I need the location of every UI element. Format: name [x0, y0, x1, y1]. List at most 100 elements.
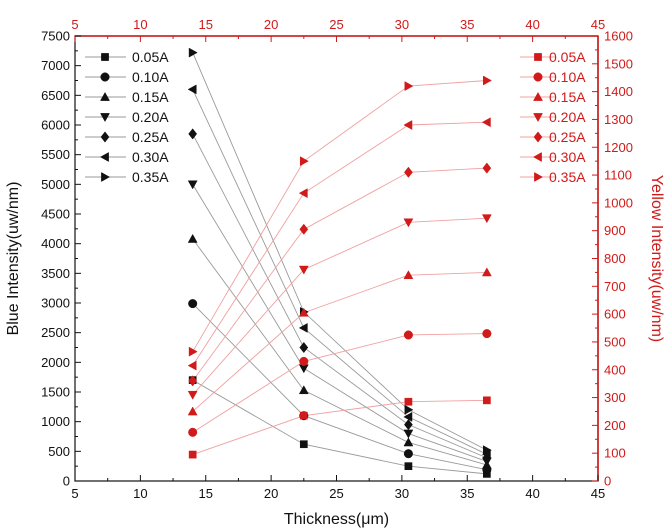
legend-yellow-label: 0.30A	[549, 149, 586, 165]
x-tick-label: 25	[329, 486, 343, 501]
legend-yellow-marker	[532, 152, 542, 162]
legend-yellow-marker	[534, 172, 544, 182]
y-right-tick-label: 500	[604, 334, 626, 349]
yellow-data-point	[403, 218, 414, 228]
blue-data-point	[299, 341, 309, 354]
legend-yellow-label: 0.15A	[549, 89, 586, 105]
legend-yellow: 0.05A 0.10A 0.15A 0.20A 0.25A 0.30A 0.35A	[520, 49, 586, 185]
yellow-data-point	[298, 307, 309, 317]
y-right-tick-label: 200	[604, 418, 626, 433]
x-tick-label: 30	[395, 486, 409, 501]
y-right-tick-label: 400	[604, 362, 626, 377]
legend-yellow-label: 0.35A	[549, 169, 586, 185]
y-right-tick-label: 100	[604, 446, 626, 461]
yellow-data-point	[482, 329, 492, 339]
y-tick-label: 1500	[41, 385, 70, 400]
yellow-data-point	[188, 375, 198, 387]
series-lines	[192, 52, 488, 475]
top-x-tick-label: 30	[395, 17, 409, 32]
blue-data-point	[187, 233, 198, 243]
y-right-tick-label: 1000	[604, 195, 633, 210]
blue-data-point	[404, 404, 414, 415]
legend-blue-marker	[101, 172, 111, 182]
y-right-tick-label: 600	[604, 307, 626, 322]
x-tick-label: 15	[199, 486, 213, 501]
yellow-data-point	[404, 81, 414, 91]
tick-labels: 5 10 15 20 25 30 35 40 455 10 15 20 25 30 35 40 45050010…	[41, 17, 633, 501]
yellow-data-point	[403, 120, 413, 130]
yellow-series-line	[192, 167, 487, 382]
legend-yellow-label: 0.20A	[549, 109, 586, 125]
legend-yellow-marker	[533, 91, 543, 101]
yellow-data-point	[299, 356, 309, 366]
legend-blue-marker	[99, 152, 109, 162]
blue-data-point	[403, 411, 413, 422]
yellow-series-line	[192, 399, 487, 456]
blue-data-point	[188, 47, 198, 58]
x-tick-label: 35	[460, 486, 474, 501]
legend-blue-label: 0.35A	[132, 169, 169, 185]
blue-data-point	[188, 128, 198, 140]
yellow-data-point	[299, 156, 309, 167]
blue-data-point	[403, 437, 414, 447]
top-x-tick-label: 40	[525, 17, 539, 32]
yellow-series-line	[192, 217, 487, 396]
y-tick-label: 4000	[41, 236, 70, 251]
legend-blue-label: 0.25A	[132, 129, 169, 145]
blue-data-point	[298, 385, 309, 395]
blue-data-point	[187, 180, 198, 190]
y-tick-label: 5500	[41, 147, 70, 162]
blue-series-line	[192, 303, 487, 471]
legend-yellow-label: 0.25A	[549, 129, 586, 145]
axis-ticks	[74, 35, 599, 482]
y-right-tick-label: 1300	[604, 112, 633, 127]
top-x-tick-label: 45	[591, 17, 605, 32]
yellow-data-point	[299, 411, 308, 420]
y-tick-label: 5000	[41, 177, 70, 192]
blue-series-line	[192, 184, 488, 462]
yellow-data-point	[298, 265, 309, 275]
yellow-data-point	[481, 117, 491, 128]
yellow-data-point	[188, 427, 198, 437]
x-tick-label: 45	[591, 486, 605, 501]
legend-blue-label: 0.10A	[132, 69, 169, 85]
blue-series-line	[192, 89, 488, 455]
yellow-data-point	[403, 330, 413, 340]
top-x-tick-label: 5	[71, 17, 78, 32]
x-tick-label: 5	[71, 486, 78, 501]
x-axis-title: Thickness(μm)	[284, 511, 389, 528]
x-tick-label: 40	[525, 486, 539, 501]
y-right-tick-label: 700	[604, 279, 626, 294]
top-x-tick-label: 25	[329, 17, 343, 32]
y-right-tick-label: 1100	[604, 168, 632, 183]
top-x-tick-label: 20	[264, 17, 278, 32]
y-tick-label: 6000	[41, 118, 70, 133]
y-right-tick-label: 1400	[604, 84, 633, 99]
legend-blue-marker	[100, 113, 110, 123]
legend-yellow-marker	[533, 113, 543, 123]
y-right-tick-label: 1200	[604, 140, 633, 155]
y-axis-title: Blue Intensity(uw/nm)	[5, 182, 22, 336]
legend-yellow-label: 0.10A	[549, 69, 586, 85]
blue-series-line	[192, 133, 488, 459]
top-x-tick-label: 15	[199, 17, 213, 32]
yellow-data-point	[482, 162, 492, 174]
blue-data-point	[299, 440, 308, 449]
y-tick-label: 6500	[41, 88, 70, 103]
y-right-tick-label: 0	[604, 474, 611, 489]
y-tick-label: 7500	[41, 29, 70, 44]
yellow-data-point	[187, 406, 198, 416]
legend-blue-label: 0.15A	[132, 89, 169, 105]
legend-yellow-marker	[534, 53, 542, 61]
yellow-data-point	[481, 267, 492, 277]
y-right-tick-label: 1600	[604, 29, 633, 44]
y-right-tick-label: 900	[604, 223, 626, 238]
yellow-data-point	[481, 214, 492, 224]
blue-data-point	[187, 84, 197, 95]
yellow-data-point	[298, 188, 308, 199]
yellow-series-line	[192, 80, 487, 352]
blue-data-point	[403, 429, 414, 439]
blue-data-point	[404, 419, 413, 431]
top-x-tick-label: 10	[133, 17, 147, 32]
